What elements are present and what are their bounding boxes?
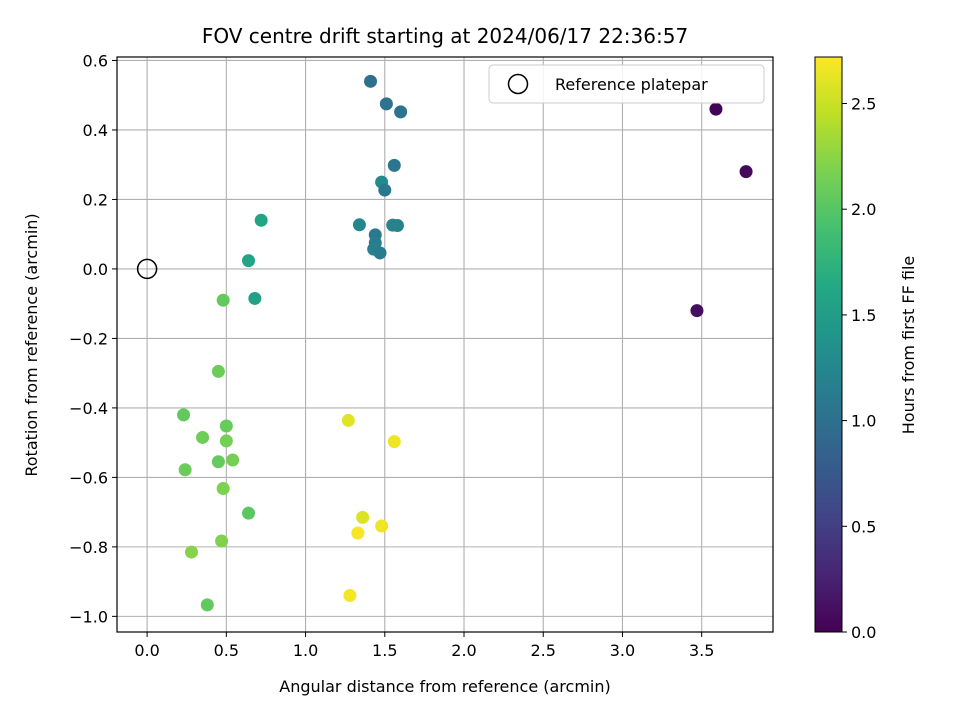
y-tick-label: 0.4: [83, 121, 108, 140]
reference-point: [136, 258, 158, 280]
scatter-point: [373, 246, 387, 260]
scatter-point: [387, 435, 401, 449]
scatter-point: [341, 413, 355, 427]
colorbar-tick-label: 1.5: [851, 306, 876, 325]
scatter-point: [200, 598, 214, 612]
scatter-point: [379, 97, 393, 111]
y-tick-label: −0.4: [69, 399, 108, 418]
colorbar-tick-label: 1.0: [851, 412, 876, 431]
scatter-point: [211, 455, 225, 469]
scatter-point: [739, 165, 753, 179]
scatter-point: [709, 102, 723, 116]
scatter-point: [690, 304, 704, 318]
legend-marker: [507, 73, 529, 95]
x-tick-label: 0.5: [214, 641, 239, 660]
y-tick-label: −0.6: [69, 468, 108, 487]
y-tick-label: −0.2: [69, 329, 108, 348]
scatter-point: [375, 519, 389, 533]
colorbar-gradient: [814, 56, 843, 633]
x-tick-label: 2.5: [531, 641, 556, 660]
scatter-point: [248, 291, 262, 305]
colorbar-tick-label: 2.5: [851, 95, 876, 114]
scatter-point: [211, 364, 225, 378]
scatter-point: [215, 534, 229, 548]
x-tick-label: 3.0: [610, 641, 635, 660]
colorbar-tick-label: 0.5: [851, 517, 876, 536]
y-tick-label: 0.2: [83, 190, 108, 209]
colorbar-tick-label: 0.0: [851, 623, 876, 642]
y-tick-label: −1.0: [69, 607, 108, 626]
legend: Reference platepar: [488, 64, 765, 104]
colorbar-ticks: 0.0 0.5 1.0 1.5 2.0 2.5: [842, 95, 876, 642]
scatter-point: [242, 506, 256, 520]
data-points: [177, 74, 753, 612]
x-tick-label: 1.5: [372, 641, 397, 660]
scatter-point: [216, 482, 230, 496]
scatter-point: [364, 74, 378, 88]
y-tick-label: 0.6: [83, 51, 108, 70]
x-axis-ticks: 0.0 0.5 1.0 1.5 2.0 2.5 3.0 3.5: [134, 632, 714, 660]
scatter-point: [356, 510, 370, 524]
scatter-point: [378, 183, 392, 197]
scatter-point: [394, 105, 408, 119]
colorbar: 0.0 0.5 1.0 1.5 2.0 2.5 Hours from first FF f…: [814, 56, 918, 642]
scatter-point: [387, 158, 401, 172]
scatter-point: [226, 453, 240, 467]
x-tick-label: 3.5: [689, 641, 714, 660]
x-tick-label: 0.0: [134, 641, 159, 660]
scatter-point: [242, 254, 256, 268]
scatter-point: [184, 545, 198, 559]
scatter-point: [219, 419, 233, 433]
x-tick-label: 2.0: [451, 641, 476, 660]
y-tick-label: −0.8: [69, 538, 108, 557]
scatter-point: [390, 219, 404, 233]
scatter-point: [351, 526, 365, 540]
scatter-point: [216, 293, 230, 307]
plot-frame: [116, 56, 774, 633]
scatter-point: [352, 218, 366, 232]
scatter-point: [219, 434, 233, 448]
chart-title: FOV centre drift starting at 2024/06/17 …: [202, 24, 688, 48]
scatter-point: [254, 213, 268, 227]
scatter-point: [178, 463, 192, 477]
y-axis-label: Rotation from reference (arcmin): [22, 213, 41, 476]
scatter-point: [196, 430, 210, 444]
grid: [117, 57, 773, 632]
plot-area: 0.0 0.5 1.0 1.5 2.0 2.5 3.0 3.5 −1.0 −0.8 −0.6 −0.…: [69, 51, 774, 660]
x-axis-label: Angular distance from reference (arcmin): [279, 677, 610, 696]
legend-entry-reference: Reference platepar: [555, 75, 708, 94]
colorbar-tick-label: 2.0: [851, 200, 876, 219]
scatter-point: [343, 589, 357, 603]
scatter-point: [177, 408, 191, 422]
x-tick-label: 1.0: [293, 641, 318, 660]
y-axis-ticks: −1.0 −0.8 −0.6 −0.4 −0.2 0.0 0.2 0.4 0.6: [69, 51, 117, 626]
legend-box: [488, 64, 765, 104]
colorbar-label: Hours from first FF file: [899, 256, 918, 435]
y-tick-label: 0.0: [83, 260, 108, 279]
